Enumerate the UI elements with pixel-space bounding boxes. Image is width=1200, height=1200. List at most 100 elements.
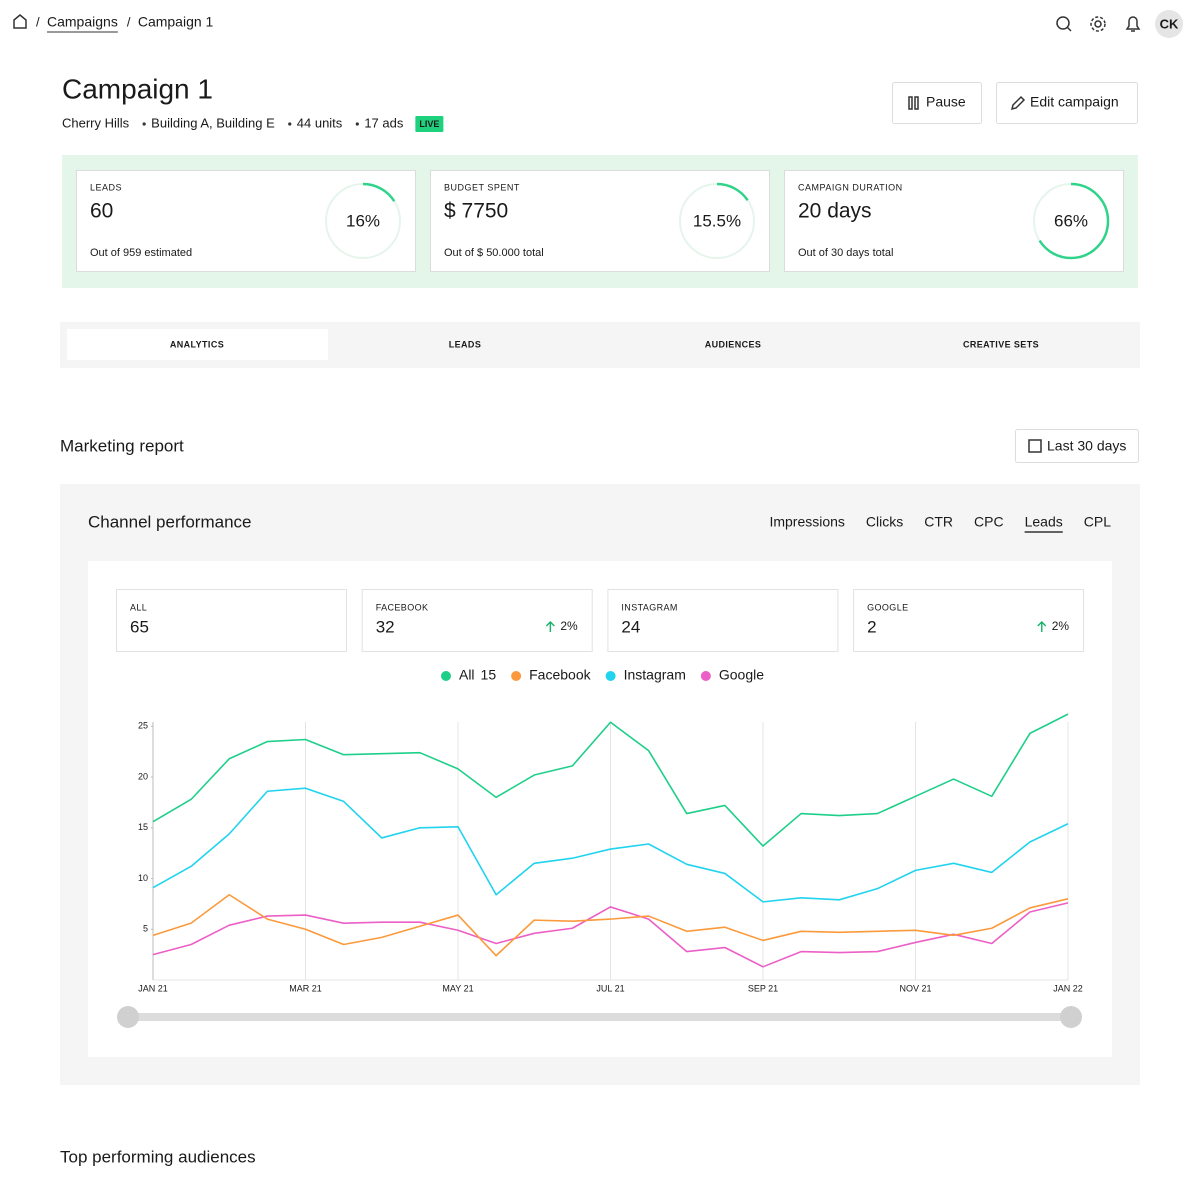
progress-arc (678, 182, 756, 260)
live-badge-label: LIVE (419, 119, 439, 129)
metric-tab[interactable]: CPL (1084, 514, 1111, 530)
breadcrumb-separator: / (127, 14, 131, 29)
series-line (152, 713, 1069, 847)
stat-label: BUDGET SPENT (444, 182, 520, 192)
meta-item: Cherry Hills (62, 115, 130, 130)
progress-label: 16% (346, 211, 380, 230)
legend-label[interactable]: Google (719, 667, 764, 683)
summary-label: INSTAGRAM (621, 602, 677, 612)
pause-icon (914, 96, 919, 110)
x-tick-label: JAN 21 (138, 983, 168, 993)
range-slider-track (128, 1013, 1071, 1021)
x-tick-label: JAN 22 (1053, 983, 1083, 993)
meta-item: 44 units (297, 115, 343, 130)
legend-value: 15 (481, 667, 497, 683)
meta-dot (288, 122, 292, 126)
metric-tab[interactable]: Clicks (866, 514, 903, 530)
settings-icon-core (1094, 20, 1102, 28)
metric-tab[interactable]: CTR (924, 514, 953, 530)
summary-value: 65 (130, 617, 149, 636)
metric-tab[interactable]: Leads (1025, 514, 1063, 530)
tab[interactable]: CREATIVE SETS (963, 339, 1039, 349)
summary-value: 2 (867, 617, 876, 636)
meta-item: Building A, Building E (151, 115, 275, 130)
metric-tab[interactable]: CPC (974, 514, 1004, 530)
avatar-initials: CK (1160, 16, 1179, 31)
bell-icon[interactable] (1125, 16, 1141, 32)
stat-card (76, 170, 416, 272)
tab[interactable]: ANALYTICS (170, 339, 224, 349)
x-tick-label: NOV 21 (899, 983, 931, 993)
y-tick-label: 5 (143, 924, 148, 934)
progress-arc (324, 182, 402, 260)
legend-label[interactable]: Instagram (624, 667, 686, 683)
summary-value: 24 (621, 617, 640, 636)
y-tick-label: 15 (138, 822, 148, 832)
x-tick-label: MAR 21 (289, 983, 322, 993)
avatar[interactable] (1155, 10, 1183, 38)
section-title: Top performing audiences (60, 1147, 256, 1166)
settings-icon[interactable] (1090, 16, 1106, 32)
stat-card (784, 170, 1124, 272)
pause-label: Pause (926, 94, 966, 110)
y-tick-label: 25 (138, 721, 148, 731)
search-icon-handle (1066, 26, 1072, 32)
summary-card (853, 589, 1085, 652)
date-range-button[interactable] (1015, 429, 1139, 463)
section-title: Marketing report (60, 436, 184, 455)
range-slider-handle[interactable] (1060, 1006, 1082, 1028)
progress-label: 66% (1054, 211, 1088, 230)
stat-note: Out of 959 estimated (90, 247, 192, 259)
tab[interactable]: AUDIENCES (705, 339, 762, 349)
y-tick-label: 20 (138, 771, 148, 781)
legend-label[interactable]: All (459, 667, 475, 683)
live-badge (415, 116, 444, 132)
stat-label: CAMPAIGN DURATION (798, 182, 903, 192)
stat-note: Out of $ 50.000 total (444, 247, 544, 259)
series-line (152, 902, 1069, 968)
summary-card (607, 589, 839, 652)
tab[interactable]: LEADS (449, 339, 482, 349)
progress-label: 15.5% (693, 211, 741, 230)
summary-label: GOOGLE (867, 602, 908, 612)
breadcrumb-separator: / (36, 14, 40, 29)
edit-label: Edit campaign (1030, 94, 1119, 110)
progress-arc (1032, 182, 1110, 260)
summary-value: 32 (376, 617, 395, 636)
edit-icon (1010, 95, 1026, 111)
summary-change: 2% (1052, 619, 1070, 633)
summary-label: FACEBOOK (376, 602, 429, 612)
stat-value: $ 7750 (444, 200, 508, 223)
meta-dot (355, 122, 359, 126)
edit-button[interactable] (996, 82, 1138, 124)
stat-label: LEADS (90, 182, 122, 192)
x-tick-label: MAY 21 (442, 983, 473, 993)
range-slider-handle[interactable] (117, 1006, 139, 1028)
home-icon[interactable] (13, 14, 27, 29)
metric-tab[interactable]: Impressions (769, 514, 844, 530)
meta-item: 17 ads (364, 115, 404, 130)
breadcrumb-item[interactable]: Campaigns (47, 14, 118, 30)
calendar-icon (1028, 439, 1042, 453)
legend-label[interactable]: Facebook (529, 667, 591, 683)
pause-button[interactable] (892, 82, 982, 124)
meta-dot (142, 122, 146, 126)
legend-dot (440, 671, 451, 681)
legend-dot (605, 671, 616, 681)
up-arrow (1037, 621, 1047, 632)
y-tick-label: 10 (138, 873, 148, 883)
search-icon[interactable] (1056, 16, 1070, 30)
tab-active-bg (67, 329, 328, 360)
date-range-label: Last 30 days (1047, 438, 1126, 454)
pause-icon (908, 96, 913, 110)
stat-card (430, 170, 770, 272)
summary-label: ALL (130, 602, 147, 612)
series-line (152, 787, 1069, 903)
panel-title: Channel performance (88, 512, 251, 531)
up-arrow (545, 621, 555, 632)
summary-card (361, 589, 593, 652)
stat-value: 20 days (798, 200, 872, 223)
page-title: Campaign 1 (62, 73, 213, 104)
